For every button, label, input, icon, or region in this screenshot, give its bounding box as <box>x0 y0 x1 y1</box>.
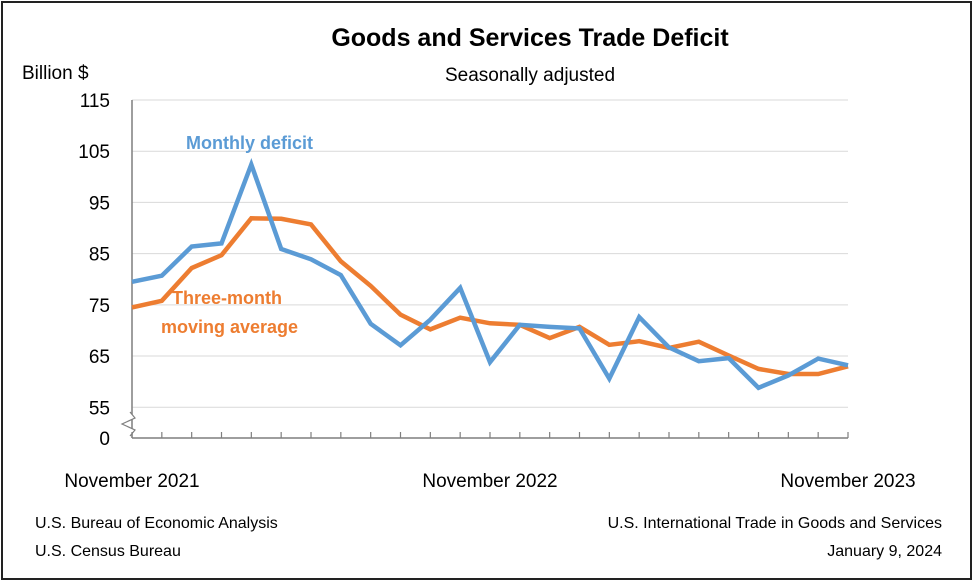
x-tick-label: November 2022 <box>422 471 557 492</box>
chart-subtitle: Seasonally adjusted <box>445 65 615 86</box>
series-label-average-line1: Three-month <box>172 288 282 308</box>
x-tick-label: November 2023 <box>780 471 915 492</box>
series-label-average-line2: moving average <box>161 317 298 337</box>
y-tick-label: 55 <box>89 398 110 419</box>
y-tick-label: 105 <box>78 142 110 163</box>
source-census: U.S. Census Bureau <box>35 543 181 560</box>
chart-title: Goods and Services Trade Deficit <box>331 24 729 52</box>
y-tick-label: 0 <box>99 429 110 450</box>
y-tick-label: 115 <box>80 91 110 112</box>
release-date: January 9, 2024 <box>827 543 942 560</box>
x-tick-label: November 2021 <box>64 471 199 492</box>
y-tick-label: 95 <box>89 193 110 214</box>
y-axis-label: Billion $ <box>22 63 89 84</box>
y-tick-label: 85 <box>89 245 110 266</box>
y-tick-label: 75 <box>89 296 110 317</box>
chart-border <box>2 2 971 579</box>
series-label-monthly: Monthly deficit <box>186 133 313 153</box>
release-title: U.S. International Trade in Goods and Se… <box>608 515 942 532</box>
y-tick-label: 65 <box>89 347 110 368</box>
source-bea: U.S. Bureau of Economic Analysis <box>35 515 278 532</box>
